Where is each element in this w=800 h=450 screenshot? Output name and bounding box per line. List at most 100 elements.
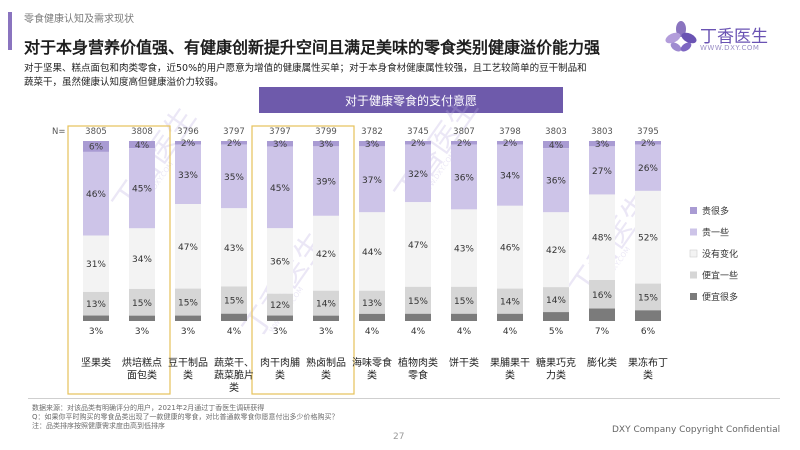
page-title: 对于本身营养价值强、有健康创新提升空间且满足美味的零食类别健康溢价能力强: [24, 38, 601, 57]
value-label: 3%: [181, 327, 196, 337]
value-label: 42%: [546, 246, 566, 256]
value-label: 3%: [319, 327, 334, 337]
value-label: 47%: [178, 243, 198, 253]
value-label: 6%: [89, 143, 104, 153]
bars-layer: [83, 141, 661, 321]
category-label: 蔬菜干、: [214, 357, 254, 369]
legend-swatch: [690, 228, 697, 236]
sample-size: 3808: [131, 127, 153, 137]
value-label: 4%: [457, 327, 472, 337]
highlight-boxes: [67, 125, 355, 395]
bar-segment: [83, 291, 109, 316]
value-label: 3%: [273, 140, 288, 150]
category-label: 肉干肉脯: [260, 356, 300, 369]
footnote-sorting: 注：品类排序按照健康需求度由高到低排序: [32, 422, 165, 430]
bar-segment: [359, 141, 385, 147]
category-label: 膨化类: [587, 356, 617, 369]
bar-segment: [221, 313, 247, 321]
bar-segment: [175, 288, 201, 316]
sample-size: 3799: [315, 127, 337, 137]
bar-segment: [359, 313, 385, 321]
bar-segment: [589, 146, 615, 195]
n-label: N=: [52, 127, 65, 137]
value-labels-layer: 6% 46% 31% 13% 3% 4% 45% 34% 15% 3% 2% 33% 47% 15% 3% 2…: [86, 139, 658, 337]
bar-segment: [175, 141, 201, 145]
category-label: 面包类: [127, 369, 157, 382]
value-label: 43%: [454, 245, 474, 255]
value-label: 4%: [365, 327, 380, 337]
value-label: 4%: [227, 327, 242, 337]
brand-logo: 丁香医生 WWW.DXY.COM: [664, 20, 792, 56]
category-label: 果冻布丁: [628, 356, 668, 369]
value-label: 4%: [135, 141, 150, 151]
bar-segment: [175, 144, 201, 204]
sample-size: 3797: [269, 127, 291, 137]
category-label: 力类: [546, 369, 566, 382]
footnote-source: 数据来源：对该品类有明确评分的用户，2021年2月通过丁香医生调研获得: [32, 404, 265, 412]
bar-segment: [83, 235, 109, 292]
value-label: 12%: [270, 301, 290, 311]
category-label: 豆干制品: [168, 356, 208, 369]
bar-segment: [451, 209, 477, 287]
value-label: 36%: [270, 258, 290, 268]
bar-segment: [589, 194, 615, 281]
value-label: 13%: [86, 300, 106, 310]
bar-segment: [635, 144, 661, 191]
bar-segment: [543, 287, 569, 313]
category-label: 类: [275, 369, 285, 382]
bar-segment: [129, 228, 155, 289]
sample-size-row: N= 3805 3808 3796 3797 3797 3799 3782 3745 3807 37…: [52, 127, 659, 137]
value-label: 34%: [132, 255, 152, 265]
highlight-box: [251, 125, 355, 395]
value-label: 6%: [641, 327, 656, 337]
value-label: 14%: [316, 300, 336, 310]
value-label: 26%: [638, 164, 658, 174]
value-label: 7%: [595, 327, 610, 337]
legend-label: 便宜很多: [702, 291, 738, 303]
bar-segment: [359, 146, 385, 213]
sample-size: 3782: [361, 127, 383, 137]
category-label: 类: [643, 369, 653, 382]
value-label: 3%: [595, 140, 610, 150]
category-label: 类: [183, 369, 193, 382]
value-label: 15%: [224, 297, 244, 307]
value-label: 3%: [365, 140, 380, 150]
sample-size: 3795: [637, 127, 659, 137]
section-accent-bar: [8, 12, 12, 50]
category-label: 类: [505, 369, 515, 382]
bar-segment: [589, 141, 615, 147]
legend-swatch: [689, 249, 698, 258]
value-label: 36%: [546, 177, 566, 187]
legend-swatch: [690, 207, 697, 214]
value-label: 42%: [316, 250, 336, 260]
sample-size: 3807: [453, 127, 475, 137]
value-label: 16%: [592, 291, 612, 301]
bar-segment: [405, 286, 431, 314]
page-number: 27: [393, 432, 405, 442]
value-label: 34%: [500, 172, 520, 182]
legend-label: 贵一些: [702, 227, 729, 239]
bar-segment: [589, 280, 615, 309]
bar-segment: [267, 315, 293, 321]
bar-segment: [497, 313, 523, 321]
bar-segment: [175, 204, 201, 289]
value-label: 39%: [316, 178, 336, 188]
bar-segment: [129, 141, 155, 149]
bar-segment: [543, 312, 569, 321]
sample-size: 3797: [223, 127, 245, 137]
bar-segment: [267, 228, 293, 294]
bar-segment: [129, 148, 155, 229]
bar-segment: [451, 313, 477, 321]
value-label: 3%: [89, 327, 104, 337]
category-label: 植物肉类: [398, 356, 438, 369]
category-label: 蔬菜脆片: [214, 369, 254, 382]
value-label: 15%: [132, 299, 152, 309]
bar-segment: [405, 313, 431, 321]
value-label: 2%: [503, 139, 518, 149]
bar-segment: [221, 286, 247, 314]
bar-segment: [313, 146, 339, 216]
bar-segment: [405, 202, 431, 287]
category-label: 类: [321, 369, 331, 382]
bar-segment: [313, 141, 339, 147]
